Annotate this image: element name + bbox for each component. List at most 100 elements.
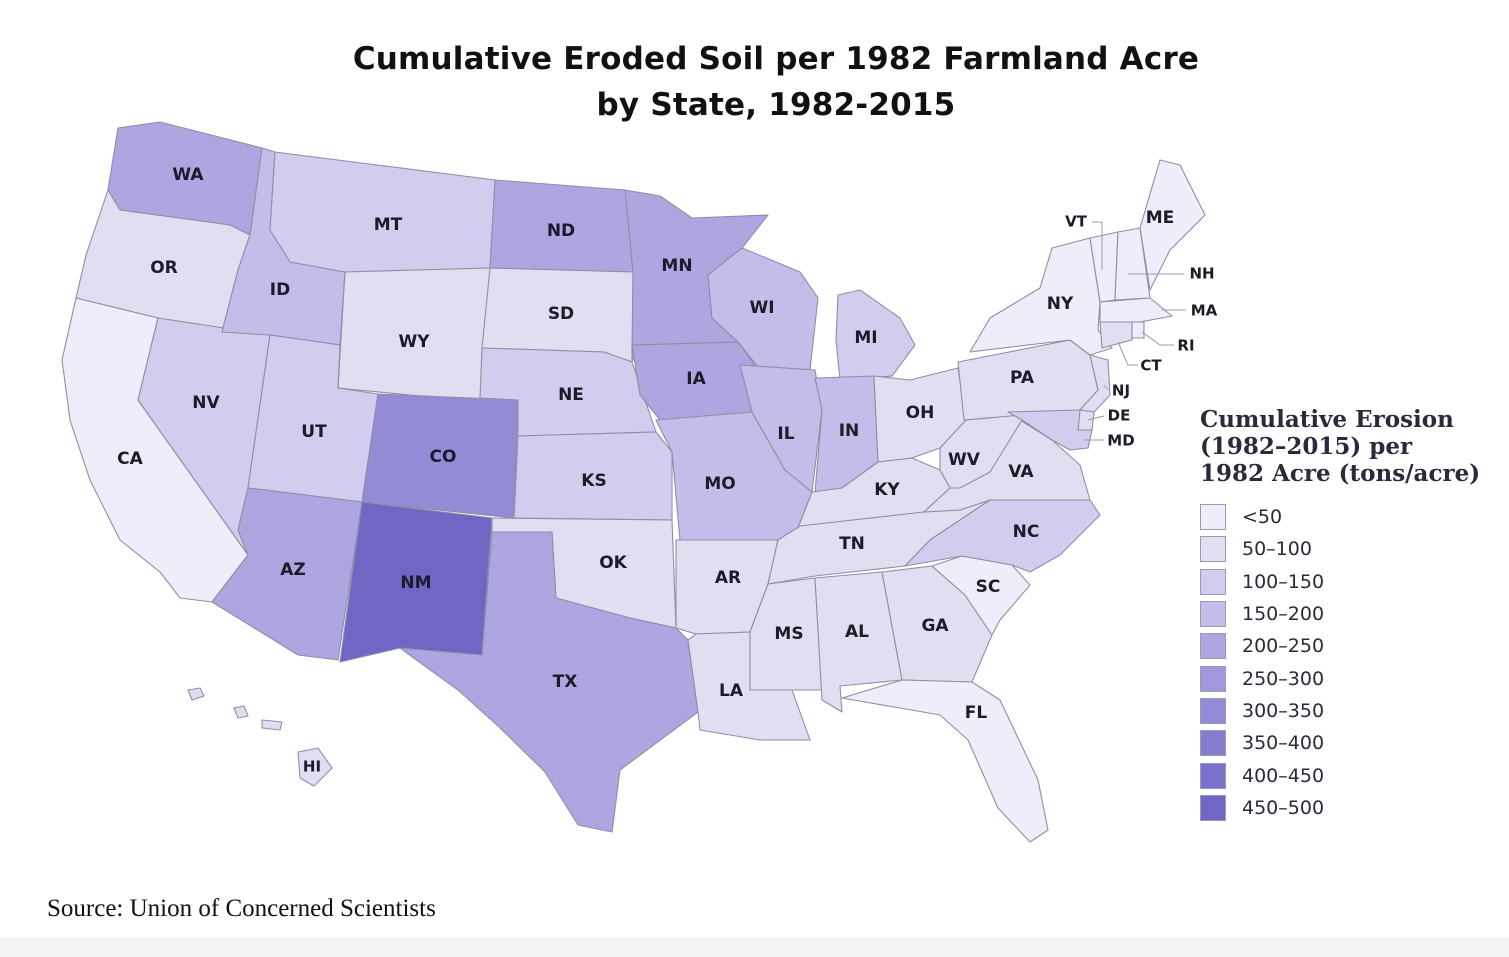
label-ne: NE bbox=[558, 385, 584, 405]
label-sc: SC bbox=[976, 577, 1001, 597]
legend-swatch bbox=[1200, 762, 1226, 789]
legend-label: 200–250 bbox=[1242, 635, 1325, 658]
legend-swatch bbox=[1200, 504, 1226, 531]
legend-label: 300–350 bbox=[1242, 699, 1325, 722]
legend-swatch bbox=[1200, 536, 1226, 563]
leader-nj bbox=[1103, 384, 1109, 391]
state-me bbox=[1139, 159, 1206, 291]
state-hi bbox=[187, 687, 333, 787]
label-hi: HI bbox=[303, 758, 321, 776]
label-ms: MS bbox=[774, 624, 803, 644]
map-title-line-2: by State, 1982-2015 bbox=[596, 87, 956, 123]
label-nc: NC bbox=[1013, 522, 1040, 542]
label-al: AL bbox=[845, 622, 869, 642]
label-ma: MA bbox=[1191, 302, 1218, 320]
label-co: CO bbox=[430, 447, 457, 467]
legend-title-line-2: (1982–2015) per bbox=[1200, 433, 1413, 460]
label-pa: PA bbox=[1010, 368, 1035, 388]
legend-title-line-3: 1982 Acre (tons/acre) bbox=[1200, 460, 1481, 487]
state-nc bbox=[904, 499, 1101, 573]
map-title: Cumulative Eroded Soil per 1982 Farmland… bbox=[0, 36, 1509, 128]
label-vt: VT bbox=[1065, 213, 1088, 231]
label-nj: NJ bbox=[1112, 382, 1130, 400]
label-de: DE bbox=[1108, 407, 1131, 425]
legend-swatch bbox=[1200, 665, 1226, 692]
label-ok: OK bbox=[599, 553, 627, 573]
label-az: AZ bbox=[280, 560, 305, 580]
legend-swatch bbox=[1200, 730, 1226, 757]
legend-label: 250–300 bbox=[1242, 667, 1325, 690]
label-or: OR bbox=[150, 258, 178, 278]
legend-item: 350–400 bbox=[1200, 727, 1500, 759]
state-mi bbox=[835, 289, 916, 381]
leader-lines bbox=[1084, 221, 1186, 441]
label-in: IN bbox=[839, 421, 860, 441]
label-tn: TN bbox=[839, 534, 865, 554]
legend-label: 400–450 bbox=[1242, 764, 1325, 787]
label-md: MD bbox=[1107, 432, 1134, 450]
legend-item: 450–500 bbox=[1200, 792, 1500, 824]
leader-ri bbox=[1141, 331, 1174, 346]
label-fl: FL bbox=[965, 703, 988, 723]
legend-item: 50–100 bbox=[1200, 533, 1500, 565]
label-wy: WY bbox=[398, 332, 430, 352]
leader-ct bbox=[1117, 341, 1138, 366]
legend-label: 350–400 bbox=[1242, 732, 1325, 755]
state-ks bbox=[513, 431, 673, 521]
state-labels: WA OR CA NV ID MT WY UT AZ CO NM ND SD N… bbox=[117, 165, 1217, 776]
label-wv: WV bbox=[948, 450, 981, 470]
label-va: VA bbox=[1008, 462, 1034, 482]
label-la: LA bbox=[719, 681, 744, 701]
legend-items: <50 50–100 100–150 150–200 200–250 250–3… bbox=[1200, 501, 1500, 824]
label-ri: RI bbox=[1177, 337, 1194, 355]
state-fl bbox=[841, 679, 1049, 843]
label-id: ID bbox=[270, 280, 290, 300]
legend-label: 450–500 bbox=[1242, 796, 1325, 819]
label-ks: KS bbox=[581, 471, 606, 491]
label-il: IL bbox=[777, 424, 794, 444]
label-ar: AR bbox=[715, 568, 741, 588]
legend-title: Cumulative Erosion (1982–2015) per 1982 … bbox=[1200, 406, 1500, 487]
state-md bbox=[1007, 409, 1093, 451]
legend-swatch bbox=[1200, 568, 1226, 595]
legend-label: <50 bbox=[1242, 506, 1283, 529]
label-ut: UT bbox=[301, 422, 327, 442]
legend-label: 50–100 bbox=[1242, 538, 1312, 561]
label-ga: GA bbox=[921, 616, 949, 636]
label-oh: OH bbox=[906, 403, 935, 423]
state-ri bbox=[1131, 321, 1145, 339]
label-wi: WI bbox=[749, 298, 774, 318]
label-tx: TX bbox=[553, 672, 578, 692]
label-mo: MO bbox=[704, 474, 735, 494]
leader-vt bbox=[1092, 221, 1103, 270]
label-nm: NM bbox=[400, 573, 431, 593]
legend-item: 400–450 bbox=[1200, 759, 1500, 791]
states-layer bbox=[61, 121, 1206, 843]
footer-bar bbox=[0, 937, 1509, 957]
state-de bbox=[1077, 409, 1095, 431]
state-ma bbox=[1099, 297, 1173, 323]
legend-item: 250–300 bbox=[1200, 662, 1500, 694]
legend: Cumulative Erosion (1982–2015) per 1982 … bbox=[1200, 406, 1500, 824]
label-nd: ND bbox=[547, 221, 575, 241]
label-me: ME bbox=[1146, 208, 1175, 228]
label-mi: MI bbox=[854, 328, 877, 348]
legend-swatch bbox=[1200, 633, 1226, 660]
state-mt bbox=[269, 151, 496, 273]
legend-label: 150–200 bbox=[1242, 603, 1325, 626]
legend-item: 150–200 bbox=[1200, 598, 1500, 630]
label-ia: IA bbox=[686, 369, 706, 389]
label-nv: NV bbox=[192, 393, 220, 413]
legend-swatch bbox=[1200, 601, 1226, 628]
state-ct bbox=[1099, 321, 1133, 349]
leader-de bbox=[1087, 415, 1105, 421]
map-title-line-1: Cumulative Eroded Soil per 1982 Farmland… bbox=[352, 41, 1200, 77]
legend-item: 100–150 bbox=[1200, 566, 1500, 598]
label-sd: SD bbox=[548, 304, 574, 324]
state-tx bbox=[399, 531, 699, 833]
legend-title-line-1: Cumulative Erosion bbox=[1200, 406, 1454, 433]
legend-item: 200–250 bbox=[1200, 630, 1500, 662]
label-wa: WA bbox=[172, 165, 204, 185]
